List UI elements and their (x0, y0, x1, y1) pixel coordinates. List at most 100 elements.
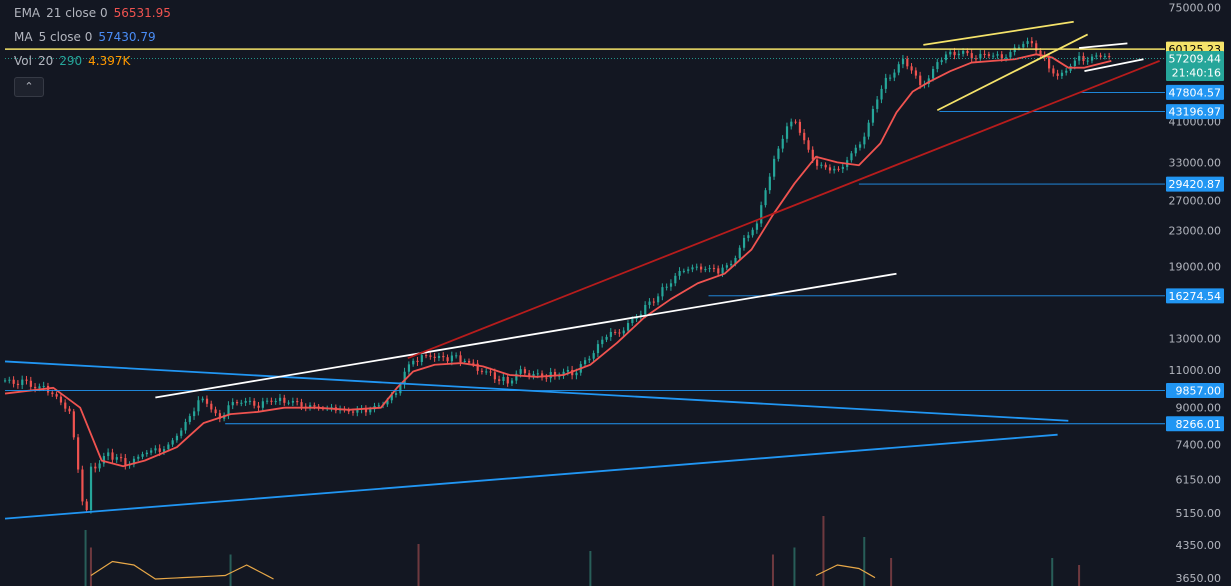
candle-body (962, 50, 965, 54)
candle-body (1095, 55, 1098, 57)
candle-body (700, 266, 703, 270)
candle-body (248, 400, 252, 402)
candle-body (768, 176, 771, 191)
candle-body (824, 164, 827, 168)
candle-body (38, 386, 41, 389)
candle-body (231, 402, 234, 406)
candle-body (394, 393, 398, 395)
candle-body (1056, 73, 1059, 76)
candle-body (330, 407, 333, 409)
candle-body (201, 398, 204, 401)
candle-body (833, 168, 836, 171)
candle-body (691, 267, 694, 270)
volume-bar (863, 537, 866, 586)
trendline (1084, 58, 1144, 73)
candle-body (523, 369, 527, 374)
candle-body (197, 400, 200, 412)
candle-body (4, 380, 7, 382)
candle-body (240, 402, 243, 404)
candle-body (266, 400, 269, 402)
candle-body (790, 121, 793, 127)
axis-tick-label: 33000.00 (1169, 156, 1222, 169)
candle-body (992, 55, 995, 57)
candle-body (803, 132, 806, 141)
candle-body (596, 344, 600, 354)
candle-body (820, 164, 823, 166)
candle-body (811, 149, 814, 160)
volume-bar (229, 554, 232, 586)
vol-legend-name: Vol (14, 54, 32, 68)
candle-body (12, 379, 15, 384)
price-label-text: 16274.54 (1169, 290, 1222, 303)
candle-body (515, 373, 518, 381)
candle-body (480, 370, 484, 372)
candle-body (794, 121, 797, 123)
candle-body (1052, 68, 1055, 74)
candle-body (622, 330, 625, 334)
candle-body (712, 268, 716, 270)
trendline (407, 60, 1160, 359)
candle-body (738, 247, 741, 258)
ema-legend-value: 56531.95 (113, 6, 171, 20)
volume-bar (417, 544, 420, 586)
candle-body (944, 54, 948, 61)
candle-body (124, 458, 127, 466)
candle-body (747, 235, 750, 238)
candle-body (764, 190, 767, 206)
volume-bar (793, 547, 796, 586)
candle-body (1082, 56, 1085, 62)
ma-legend-value: 57430.79 (98, 30, 156, 44)
candle-body (34, 386, 37, 389)
candle-body (214, 409, 217, 414)
trendline (4, 360, 1069, 422)
candle-body (652, 301, 655, 303)
candle-body (854, 147, 857, 154)
price-axis[interactable]: 75000.0041000.0033000.0027000.0023000.00… (1165, 0, 1231, 586)
candle-body (468, 360, 471, 363)
vol-legend-row[interactable]: Vol 20 290 4.397K (14, 54, 136, 68)
candle-body (120, 457, 123, 459)
axis-tick-label: 27000.00 (1169, 194, 1222, 207)
ema-line (4, 53, 1112, 468)
candle-body (489, 371, 492, 373)
candle-body (429, 355, 432, 357)
candle-body (510, 380, 514, 384)
candle-body (498, 379, 501, 381)
ma-legend-row[interactable]: MA 5 close 0 57430.79 (14, 30, 162, 44)
candle-body (257, 405, 260, 408)
candle-body (184, 421, 187, 431)
candle-body (274, 401, 277, 403)
ma-legend-name: MA (14, 30, 33, 44)
candle-body (566, 369, 570, 372)
candle-body (725, 265, 728, 268)
volume-layer (84, 516, 1081, 586)
candle-body (588, 358, 591, 361)
chevron-up-icon[interactable]: ⌃ (14, 77, 44, 97)
candle-body (717, 268, 720, 274)
ema-legend-row[interactable]: EMA 21 close 0 56531.95 (14, 6, 177, 20)
ema-legend-params: 21 close 0 (46, 6, 108, 20)
candle-body (858, 144, 862, 148)
candle-body (687, 269, 690, 271)
candle-body (644, 304, 647, 315)
candle-body (742, 237, 746, 248)
candle-body (609, 331, 612, 337)
candle-body (828, 167, 832, 171)
candle-body (536, 373, 539, 375)
candle-body (132, 458, 136, 465)
candle-body (59, 396, 63, 403)
candle-body (162, 449, 166, 452)
candle-body (455, 355, 458, 357)
candle-body (1099, 55, 1102, 57)
candle-body (708, 268, 711, 270)
candle-body (244, 400, 247, 403)
candle-body (55, 394, 58, 397)
candle-body (313, 405, 316, 407)
candle-body (648, 301, 651, 305)
candle-body (953, 51, 956, 56)
candle-body (545, 377, 548, 379)
vol-ma-legend-value: 4.397K (88, 54, 131, 68)
volume-ma-line (90, 560, 274, 580)
candle-body (506, 376, 509, 384)
